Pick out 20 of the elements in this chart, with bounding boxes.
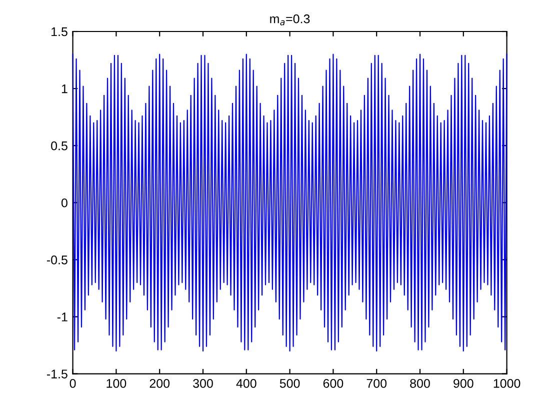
x-tick-label: 100 xyxy=(106,378,126,388)
x-tick-label: 800 xyxy=(410,378,430,388)
x-tick-label: 600 xyxy=(323,378,344,388)
x-tick-label: 500 xyxy=(280,378,300,388)
y-tick-label: -1 xyxy=(57,312,68,322)
y-tick-label: -1.5 xyxy=(46,370,68,378)
x-tick-label: 0 xyxy=(70,378,76,388)
y-tick-label: 1.5 xyxy=(52,27,68,36)
x-tick-label: 700 xyxy=(366,378,387,388)
y-tick-label: 1 xyxy=(62,84,68,94)
line-series xyxy=(72,54,508,352)
x-tick-label: 900 xyxy=(454,378,474,388)
chart-title: m$_{a}$=0.3 xyxy=(270,14,310,26)
y-tick-label: -0.5 xyxy=(46,256,68,264)
x-tick-label: 300 xyxy=(193,378,213,388)
x-tick-label: 200 xyxy=(150,378,170,388)
y-tick-label: 0 xyxy=(61,198,68,208)
x-tick-label: 1000 xyxy=(494,378,520,388)
y-tick-label: 0.5 xyxy=(51,141,68,150)
x-tick-label: 400 xyxy=(236,378,256,388)
